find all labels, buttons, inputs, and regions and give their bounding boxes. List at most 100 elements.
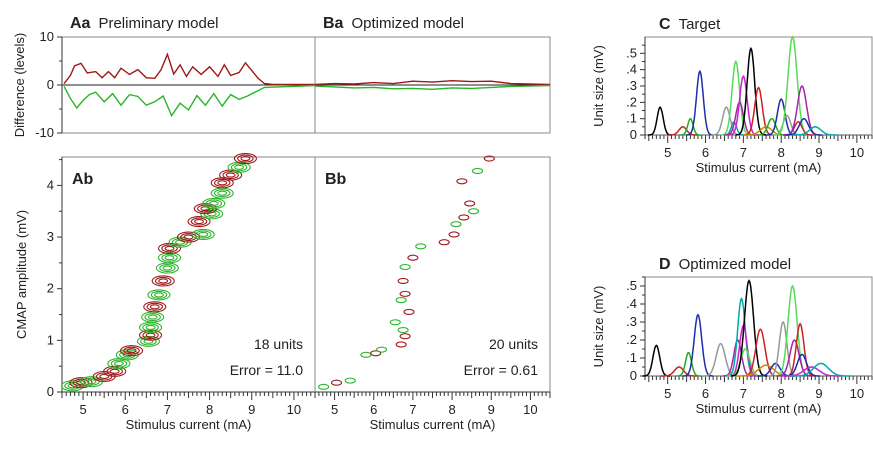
unit-curve [768, 320, 799, 377]
unit-curve [730, 279, 768, 377]
x-axis-title: Stimulus current (mA) [126, 417, 252, 432]
x-tick-label: 7 [409, 402, 416, 417]
contour-blob [149, 304, 160, 310]
y-tick-label: .3 [626, 314, 637, 329]
contour-blob [145, 332, 156, 338]
x-tick-label: 5 [664, 386, 671, 401]
contour-blob [399, 333, 411, 340]
contour-blob [190, 217, 208, 226]
unit-curve [642, 344, 670, 377]
contour-blob [399, 290, 411, 297]
x-tick-label: 6 [702, 386, 709, 401]
contour-blob [458, 214, 470, 221]
contour-blob [161, 244, 178, 253]
x-tick-label: 6 [370, 402, 377, 417]
contour-blob [157, 252, 182, 264]
unit-curve [728, 75, 759, 136]
series-line-red [314, 79, 551, 86]
unit-curve [682, 313, 714, 377]
contour-blob [109, 368, 120, 374]
y-tick-label: 4 [47, 177, 54, 192]
contour-blob [110, 359, 128, 368]
contour-blob [237, 154, 254, 163]
contour-blob [483, 155, 495, 162]
contour-blob [151, 275, 175, 287]
x-tick-label: 7 [740, 386, 747, 401]
contour-blob [376, 346, 388, 353]
y-axis-title: CMAP amplitude (mV) [14, 210, 29, 339]
contour-blob [240, 155, 251, 162]
contour-blob [187, 216, 211, 228]
x-tick-label: 9 [488, 402, 495, 417]
series-line-green [314, 84, 551, 91]
x-tick-label: 9 [815, 386, 822, 401]
x-tick-label: 6 [702, 145, 709, 160]
contour-blob [145, 324, 156, 330]
contour-blob [191, 228, 215, 241]
unit-curve [785, 117, 823, 136]
unit-count: 20 units [489, 336, 538, 352]
contour-blob [213, 189, 231, 198]
x-tick-label: 10 [287, 402, 301, 417]
contour-blob [142, 331, 159, 340]
contour-blob [225, 172, 236, 178]
y-tick-label: .5 [626, 45, 637, 60]
x-axis-title: Stimulus current (mA) [696, 401, 822, 416]
contour-blob [144, 313, 161, 322]
panel-letter: Bb [325, 171, 347, 188]
panel-Ab-frame [61, 156, 316, 393]
contour-blob [217, 190, 228, 196]
series-line-green [63, 84, 316, 118]
unit-curve [648, 106, 673, 136]
x-axis-title: Stimulus current (mA) [696, 160, 822, 175]
x-tick-label: 10 [850, 145, 864, 160]
contour-blob [397, 326, 409, 334]
contour-blob [164, 245, 175, 251]
contour-blob [468, 208, 480, 215]
contour-blob [213, 178, 231, 187]
contour-blob [126, 348, 137, 354]
contour-blob [198, 231, 209, 238]
contour-blob [205, 199, 223, 208]
contour-blob [72, 378, 90, 387]
contour-blob [183, 234, 194, 240]
y-tick-label: 0 [630, 368, 637, 383]
contour-blob [448, 231, 460, 238]
unit-curve [756, 117, 787, 136]
y-tick-label: .5 [626, 278, 637, 293]
contour-blob [415, 243, 427, 250]
series-line-red [63, 52, 315, 86]
contour-blob [164, 255, 175, 261]
contour-blob [69, 377, 93, 389]
contour-blob [233, 152, 257, 165]
contour-blob [113, 361, 124, 367]
x-tick-label: 9 [815, 145, 822, 160]
y-tick-label: 2 [47, 281, 54, 296]
contour-blob [208, 200, 219, 207]
contour-blob [86, 379, 97, 385]
contour-blob [438, 239, 450, 246]
contour-blob [399, 263, 411, 271]
contour-blob [123, 346, 140, 355]
unit-curve [679, 117, 701, 136]
panel-title: Aa Preliminary model [70, 15, 219, 32]
y-tick-label: 10 [40, 29, 54, 44]
unit-count: 18 units [254, 336, 303, 352]
contour-blob [83, 377, 100, 386]
y-tick-label: -10 [35, 125, 54, 140]
contour-blob [147, 289, 171, 301]
contour-blob [464, 200, 476, 207]
contour-blob [122, 352, 133, 358]
x-tick-label: 5 [79, 402, 86, 417]
x-tick-label: 7 [164, 402, 171, 417]
contour-blob [403, 308, 415, 315]
unit-curve [790, 362, 852, 377]
error-value: Error = 0.61 [464, 362, 539, 378]
contour-blob [318, 383, 330, 390]
y-axis-title: Difference (levels) [12, 33, 27, 138]
unit-curve [792, 126, 838, 136]
contour-blob [99, 373, 110, 380]
x-tick-label: 8 [448, 402, 455, 417]
x-tick-label: 5 [664, 145, 671, 160]
unit-curve [676, 351, 701, 377]
